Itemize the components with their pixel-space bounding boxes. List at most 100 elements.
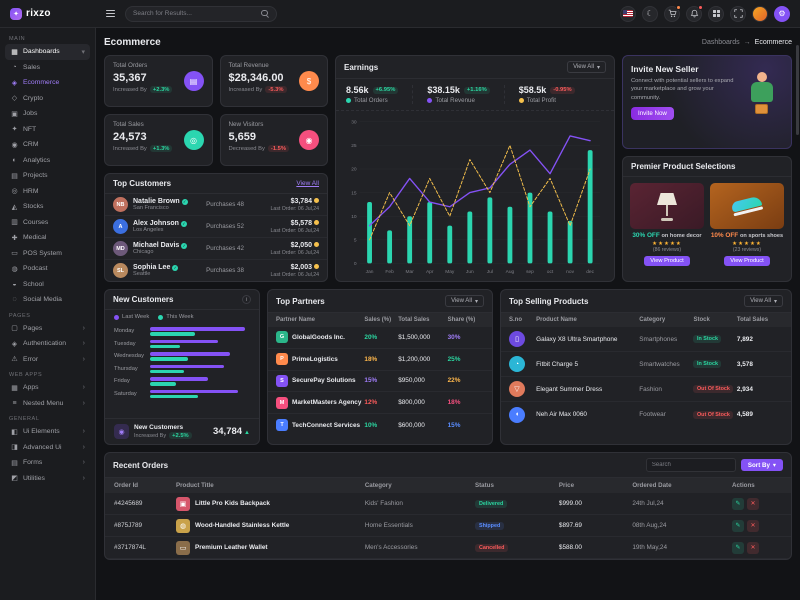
sidebar-item-pos-system[interactable]: ▭ POS System — [11, 249, 62, 258]
invite-now-button[interactable]: Invite Now — [631, 107, 674, 121]
sidebar-section-label: General — [9, 416, 40, 422]
coin-icon — [314, 198, 319, 204]
global-search[interactable] — [125, 5, 277, 22]
edit-button[interactable]: ✎ — [731, 519, 744, 532]
sidebar-item-pages[interactable]: ▢ Pages › — [11, 324, 85, 333]
view-product-button[interactable]: View Product — [644, 255, 690, 266]
svg-text:5: 5 — [354, 238, 357, 244]
view-product-button[interactable]: View Product — [724, 255, 770, 266]
top-partners-card: Top Partners View All ▾ Partner Name Sales… — [267, 289, 493, 445]
user-avatar[interactable] — [752, 5, 768, 22]
sidebar-item-apps[interactable]: ▦ Apps › — [11, 384, 85, 392]
sidebar-item-ecommerce[interactable]: ◈ Ecommerce — [11, 79, 60, 87]
chevron-right-icon: › — [82, 399, 85, 407]
sidebar-item-projects[interactable]: ▤ Projects — [11, 172, 48, 180]
earnings-view-all-button[interactable]: View All ▾ — [567, 61, 606, 73]
svg-text:Feb: Feb — [385, 269, 394, 275]
sidebar-item-nft[interactable]: ✦ NFT — [11, 125, 37, 134]
sidebar-item-crypto[interactable]: ◇ Crypto — [11, 94, 44, 103]
verified-icon: ✓ — [180, 220, 187, 227]
cart-button[interactable] — [664, 4, 681, 22]
hrm-icon: ◎ — [11, 188, 18, 196]
stat-card-new-visitors: New Visitors 5,659 Decreased By -1.5% ◉ — [219, 114, 328, 166]
coin-icon — [314, 242, 319, 248]
fullscreen-button[interactable] — [730, 5, 746, 22]
revenue-icon: $ — [299, 71, 319, 91]
sidebar-section-label: Pages — [9, 312, 31, 319]
brand-logo[interactable]: ✦ rixzo — [0, 7, 96, 20]
sidebar-item-hrm[interactable]: ◎ HRM — [11, 187, 39, 196]
customer-name: Natalie Brown — [133, 198, 180, 205]
sidebar-item-podcast[interactable]: ◍ Podcast — [11, 265, 48, 273]
sidebar-item-authentication[interactable]: ◈ Authentication › — [11, 340, 85, 348]
sidebar-item-nested-menu[interactable]: ≡ Nested Menu › — [5, 396, 90, 412]
delete-button[interactable]: ✕ — [746, 497, 759, 510]
search-input[interactable] — [133, 10, 258, 17]
breadcrumb-separator-icon: → — [743, 38, 751, 46]
svg-text:Jan: Jan — [366, 269, 374, 275]
sidebar-item-medical[interactable]: ✚ Medical — [11, 234, 47, 242]
edit-button[interactable]: ✎ — [731, 497, 744, 510]
earnings-revenue-value: $38.15k — [427, 85, 460, 95]
product-image: ◖ — [509, 406, 525, 423]
caret-down-icon: ▾ — [772, 461, 776, 469]
top-customers-view-all-link[interactable]: View All — [296, 180, 319, 187]
sidebar-item-crm[interactable]: ◉ CRM — [11, 141, 39, 149]
sidebar-item-social-media[interactable]: ◌ Social Media — [5, 292, 90, 308]
sidebar-item-sales[interactable]: ◔ Sales — [5, 60, 90, 76]
nc-row: Saturday — [114, 389, 250, 398]
cart-badge — [676, 4, 681, 10]
svg-text:Jun: Jun — [466, 269, 474, 275]
new-customers-card: New Customers i Last Week This Week Mond… — [104, 289, 260, 445]
customer-amount: $2,003 — [290, 263, 312, 271]
sidebar-item-advanced-ui[interactable]: ◨ Advanced Ui › — [11, 443, 85, 452]
customer-name: Sophia Lee — [133, 264, 171, 271]
top-partners-view-all-button[interactable]: View All ▾ — [445, 295, 484, 307]
sidebar-item-error[interactable]: ⚠ Error › — [11, 355, 85, 364]
status-badge: Shipped — [474, 521, 505, 530]
notifications-button[interactable] — [686, 4, 703, 22]
edit-button[interactable]: ✎ — [731, 541, 744, 554]
sidebar-item-analytics[interactable]: ◐ Analytics — [5, 153, 90, 169]
language-flag-button[interactable] — [620, 5, 636, 22]
caret-down-icon: ▾ — [773, 298, 777, 305]
sidebar-item-ui-elements[interactable]: ◧ Ui Elements › — [11, 428, 85, 436]
breadcrumb-parent[interactable]: Dashboards — [701, 38, 740, 46]
crm-icon: ◉ — [11, 141, 18, 149]
settings-button[interactable]: ⚙ — [774, 5, 790, 22]
error-icon: ⚠ — [11, 356, 18, 364]
sidebar-item-dashboards[interactable]: ▦ Dashboards ▾ — [5, 44, 90, 60]
nc-row: Monday — [114, 327, 250, 336]
nc-row: Tuesday — [114, 339, 250, 348]
coin-icon — [314, 220, 319, 226]
svg-text:10: 10 — [351, 214, 357, 220]
visitors-icon: ◉ — [299, 130, 319, 150]
theme-toggle-button[interactable]: ☾ — [642, 5, 658, 22]
menu-toggle-icon[interactable] — [106, 10, 115, 17]
star-rating: ★★★★★ — [732, 240, 762, 247]
delete-button[interactable]: ✕ — [746, 519, 759, 532]
product-thumbnail: ◍ — [176, 518, 190, 533]
scrollbar[interactable] — [796, 45, 799, 135]
partner-logo: S — [276, 374, 288, 387]
sidebar-item-forms[interactable]: ▤ Forms › — [11, 459, 85, 467]
chevron-right-icon: › — [82, 443, 85, 451]
sort-by-button[interactable]: Sort By ▾ — [740, 459, 783, 471]
sidebar-item-courses[interactable]: ▥ Courses — [11, 218, 49, 227]
sidebar-item-school[interactable]: ◒ School — [5, 277, 90, 293]
info-icon[interactable]: i — [242, 295, 251, 304]
table-row: M MarketMasters Agency 12% $800,000 18% — [268, 392, 492, 415]
arrow-up-icon: ▲ — [244, 430, 250, 436]
apps-grid-button[interactable] — [708, 5, 724, 22]
top-selling-view-all-button[interactable]: View All ▾ — [744, 295, 783, 307]
sidebar-section-label: Main — [9, 36, 26, 42]
earnings-title: Earnings — [344, 62, 379, 72]
jobs-icon: ▣ — [11, 110, 18, 118]
sidebar-item-stocks[interactable]: ◭ Stocks — [11, 203, 44, 211]
sidebar-item-jobs[interactable]: ▣ Jobs — [11, 110, 38, 118]
orders-search-input[interactable] — [645, 458, 736, 472]
sidebar-item-utilities[interactable]: ◩ Utilities › — [11, 474, 85, 483]
delete-button[interactable]: ✕ — [746, 541, 759, 554]
offer-percent: 30% OFF — [632, 232, 660, 239]
